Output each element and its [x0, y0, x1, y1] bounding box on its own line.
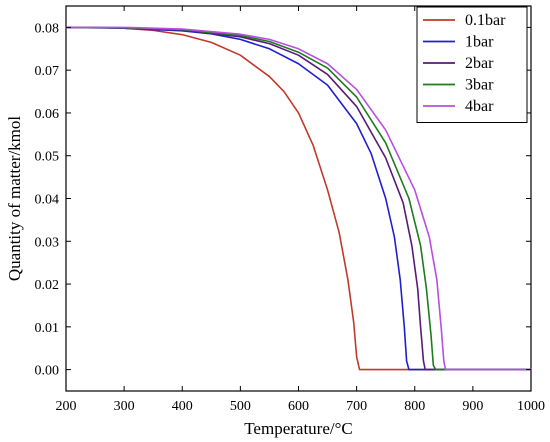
legend-box [416, 6, 528, 123]
legend-label: 0.1bar [465, 12, 506, 29]
series-line-3bar [65, 26, 532, 371]
y-tick-label: 0.00 [35, 364, 60, 379]
y-tick-label: 0.01 [35, 321, 60, 336]
series-layer [65, 26, 532, 371]
x-axis-title: Temperature/°C [244, 419, 353, 438]
x-tick-label: 200 [56, 399, 77, 414]
y-tick-label: 0.07 [35, 64, 60, 79]
x-tick-label: 300 [114, 399, 135, 414]
legend-label: 4bar [465, 98, 494, 115]
y-tick-label: 0.05 [35, 150, 60, 165]
series-line-2bar [65, 26, 532, 371]
legend: 0.1bar 1bar 2bar 3bar 4bar [416, 6, 528, 123]
series-line-4bar [65, 26, 532, 371]
x-tick-label: 400 [172, 399, 193, 414]
y-tick-label: 0.06 [35, 107, 60, 122]
y-tick-label: 0.08 [35, 21, 60, 36]
legend-label: 3bar [465, 77, 494, 94]
x-tick-label: 1000 [517, 399, 545, 414]
series-line-0-1bar [65, 26, 532, 371]
legend-label: 2bar [465, 55, 494, 72]
x-tick-label: 500 [230, 399, 251, 414]
x-tick-label: 600 [288, 399, 309, 414]
y-tick-label: 0.03 [35, 235, 60, 250]
y-axis-title: Quantity of matter/kmol [5, 116, 24, 282]
y-tick-label: 0.02 [35, 278, 60, 293]
x-tick-label: 700 [346, 399, 367, 414]
axes-layer: 200 300 400 500 600 700 800 900 1000 0.00 0.01 0.02… [35, 6, 545, 414]
y-tick-label: 0.04 [35, 193, 60, 208]
legend-label: 1bar [465, 34, 494, 51]
x-tick-label: 900 [462, 399, 483, 414]
x-tick-label: 800 [404, 399, 425, 414]
